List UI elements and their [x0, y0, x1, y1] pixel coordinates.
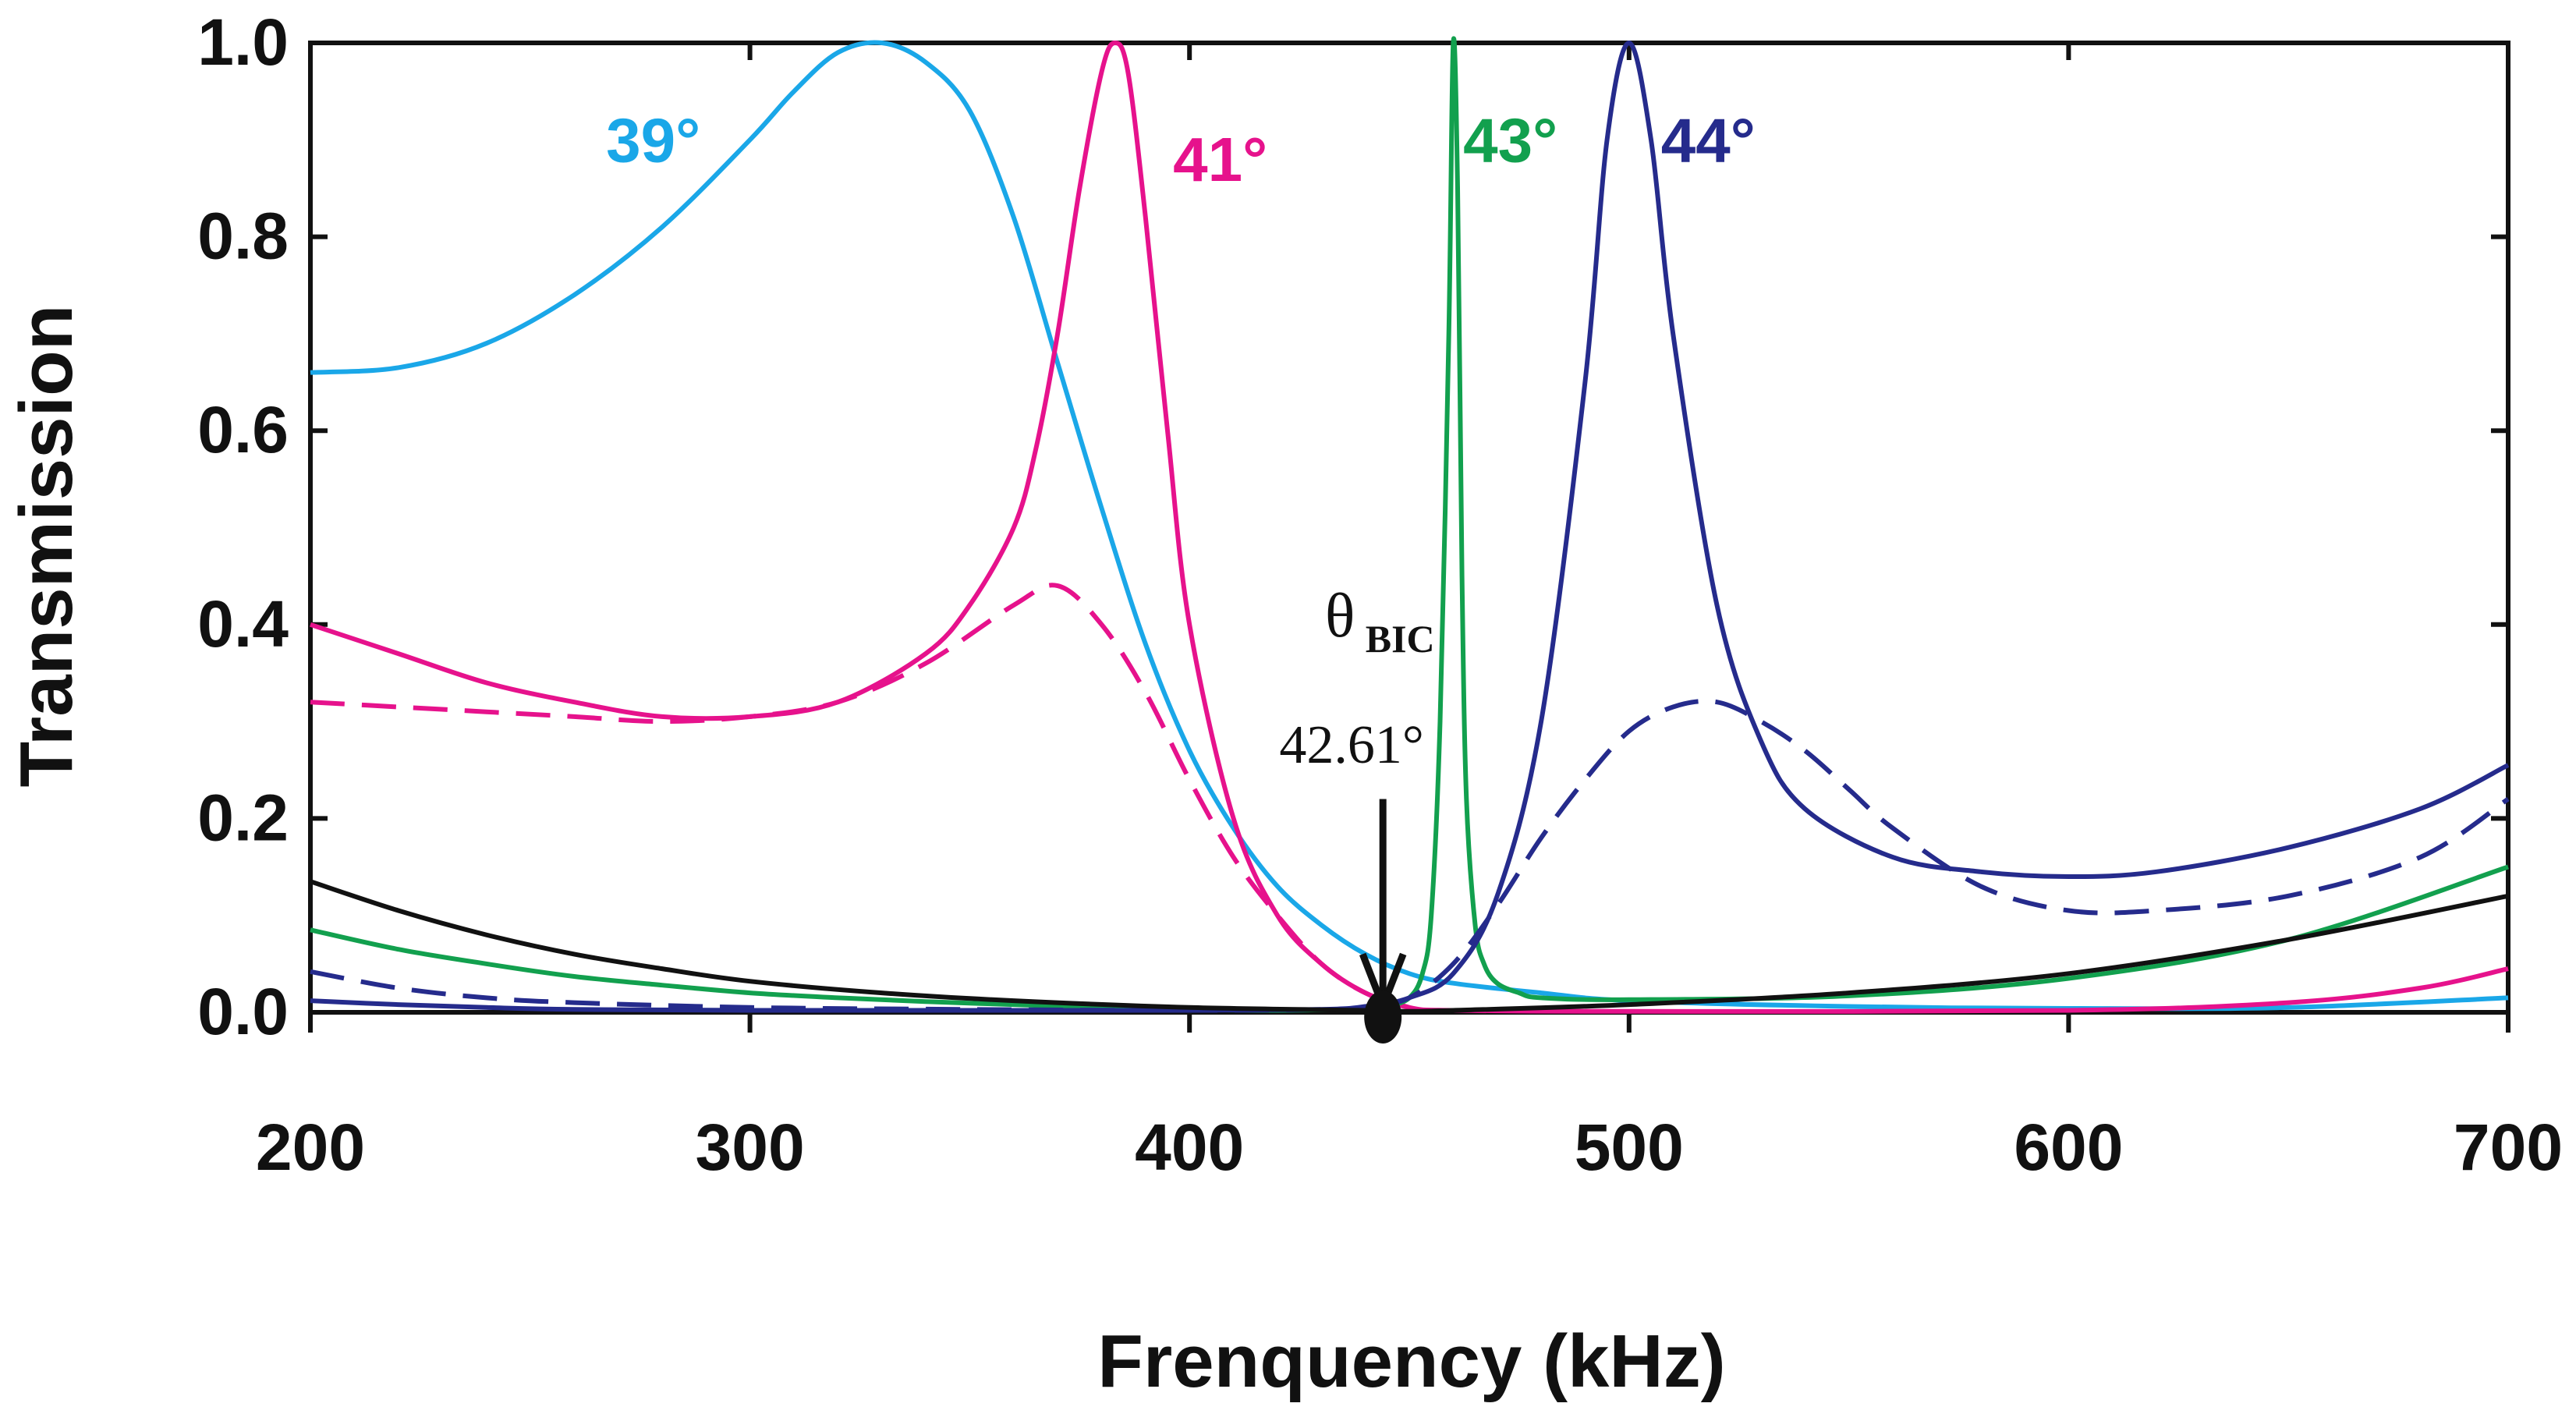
bic-point-marker: [1364, 990, 1402, 1044]
x-tick-label: 200: [256, 1111, 365, 1184]
curve-label: 41°: [1173, 125, 1267, 194]
x-tick-label: 600: [2014, 1111, 2123, 1184]
annotation-subscript: BIC: [1366, 617, 1435, 661]
series-line-41-dashed: [310, 583, 1410, 1010]
x-tick-label: 300: [696, 1111, 805, 1184]
annotation-value: 42.61°: [1279, 715, 1424, 775]
y-tick-label: 0.6: [197, 393, 289, 466]
x-tick-label: 500: [1575, 1111, 1684, 1184]
y-tick-label: 0.4: [197, 587, 289, 661]
y-tick-label: 0.8: [197, 200, 289, 273]
curve-label: 43°: [1463, 105, 1557, 175]
x-axis-title: Frenquency (kHz): [1097, 1320, 1725, 1403]
x-tick-label: 700: [2454, 1111, 2563, 1184]
x-tick-label: 400: [1135, 1111, 1244, 1184]
y-tick-label: 0.2: [197, 781, 289, 854]
series-line-black: [310, 879, 2509, 1014]
series-line-43: [310, 36, 2509, 1013]
y-tick-label: 1.0: [197, 5, 289, 79]
series-line-39: [310, 40, 2509, 1012]
series-line-44-dashed: [310, 698, 2510, 1013]
y-tick-label: 0.0: [197, 975, 289, 1048]
series-line-41: [310, 41, 2509, 1014]
curve-label: 39°: [606, 105, 700, 175]
curve-label: 44°: [1661, 105, 1756, 175]
series-line-44: [310, 41, 2510, 1013]
y-axis-title: Transmission: [5, 305, 88, 788]
annotation-theta: θ: [1325, 582, 1355, 650]
